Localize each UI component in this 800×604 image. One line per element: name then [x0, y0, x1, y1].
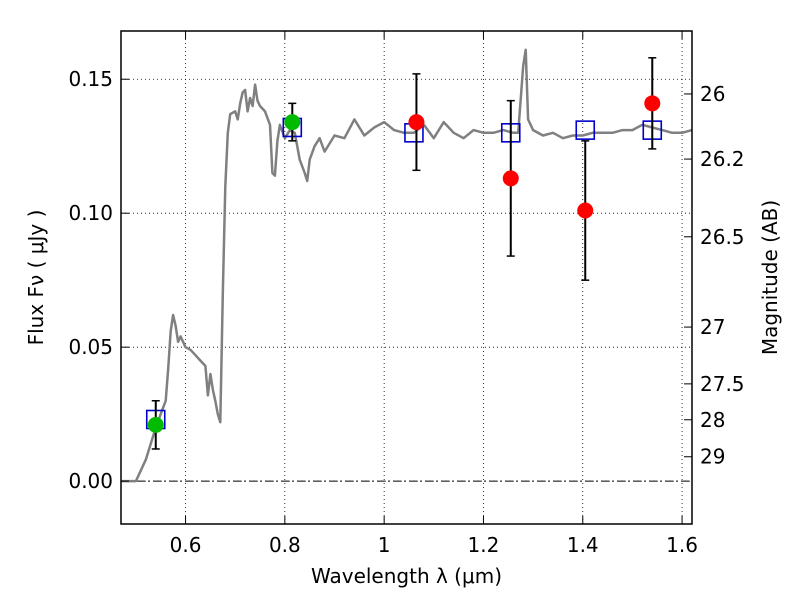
x-axis-label: Wavelength λ (μm): [311, 564, 502, 588]
right-y-tick-label: 28: [700, 408, 725, 432]
observed-point: [147, 416, 164, 433]
y-tick-label: 0.05: [68, 335, 113, 359]
right-y-tick-label: 27.5: [700, 372, 745, 396]
right-y-tick-label: 26.5: [700, 225, 745, 249]
y-axis-label: Flux Fν ( μJy ): [24, 210, 48, 346]
y-tick-label: 0.10: [68, 201, 113, 225]
x-tick-label: 1.4: [567, 533, 599, 557]
right-y-tick-label: 26.2: [700, 147, 745, 171]
x-tick-label: 1: [378, 533, 391, 557]
points-layer: [145, 57, 663, 450]
grid: [121, 31, 692, 524]
right-y-tick-label: 26: [700, 82, 725, 106]
plot-frame: [120, 30, 693, 525]
observed-point: [577, 202, 594, 219]
y-tick-label: 0.00: [68, 469, 113, 493]
x-tick-label: 0.6: [170, 533, 202, 557]
x-tick-label: 1.2: [468, 533, 500, 557]
y-tick-label: 0.15: [68, 67, 113, 91]
observed-point: [644, 95, 661, 112]
model-photometry-square: [575, 120, 596, 140]
x-tick-label: 1.6: [666, 533, 698, 557]
series-layer: [121, 48, 693, 483]
x-tick-label: 0.8: [269, 533, 301, 557]
right-y-tick-label: 27: [700, 315, 725, 339]
right-y-axis-label: Magnitude (AB): [758, 200, 782, 355]
ticks-layer: 0.6 0.8 1 1.2 1.4 1.6 0.00 0.05 0.10 0.15 26 26.2 26…: [68, 31, 745, 557]
observed-point: [408, 114, 425, 131]
sed-model-line: [121, 48, 693, 483]
observed-point: [502, 170, 519, 187]
right-y-tick-label: 29: [700, 445, 725, 469]
observed-point: [284, 114, 301, 131]
